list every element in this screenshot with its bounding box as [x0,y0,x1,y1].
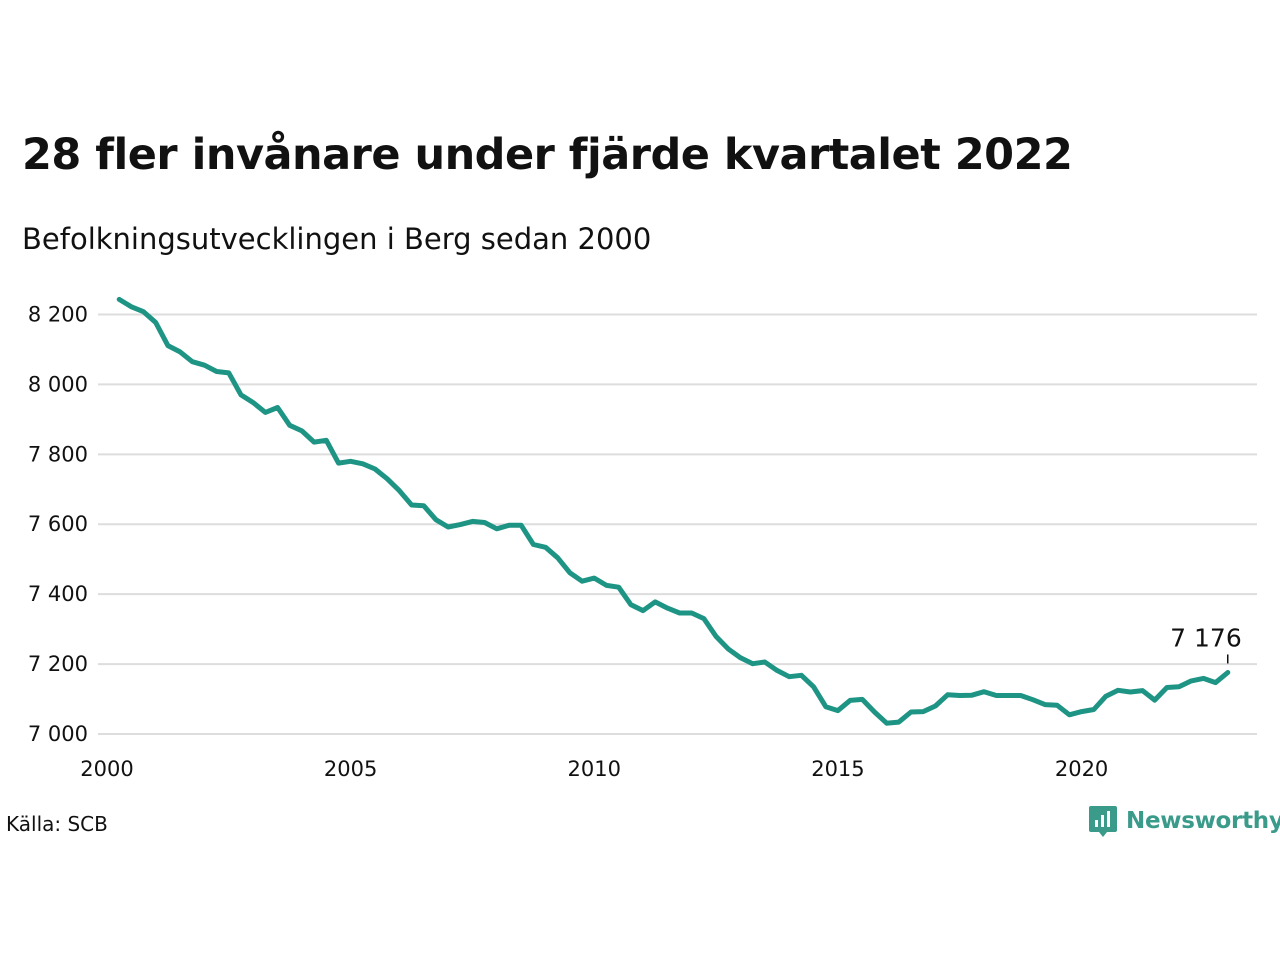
x-tick-label: 2020 [1055,757,1108,781]
y-tick-label: 7 200 [28,652,88,676]
x-tick-label: 2015 [811,757,864,781]
x-axis-ticks: 2000 2005 2010 2015 2020 [80,757,1108,781]
chart-title: 28 fler invånare under fjärde kvartalet … [22,130,1073,180]
y-tick-label: 8 200 [28,302,88,326]
source-note: Källa: SCB [6,812,108,836]
x-tick-label: 2010 [568,757,621,781]
gridlines [98,313,1257,735]
chart-subtitle: Befolkningsutvecklingen i Berg sedan 200… [22,222,652,256]
brand-logo[interactable]: Newsworthy [1088,804,1280,838]
x-tick-label: 2000 [80,757,133,781]
y-tick-label: 7 400 [28,582,88,606]
series-group [116,296,1231,726]
annotation-group: 7 176 [1170,623,1242,664]
last-value-label: 7 176 [1170,623,1242,652]
y-tick-label: 8 000 [28,372,88,396]
brand-name: Newsworthy [1126,808,1280,834]
y-tick-label: 7 600 [28,512,88,536]
y-tick-label: 7 800 [28,442,88,466]
y-axis-ticks: 7 000 7 200 7 400 7 600 7 800 8 000 8 200 [28,302,88,746]
series-line [116,296,1231,726]
y-tick-label: 7 000 [28,722,88,746]
x-tick-label: 2005 [324,757,377,781]
chart-bubble-icon [1089,806,1117,837]
